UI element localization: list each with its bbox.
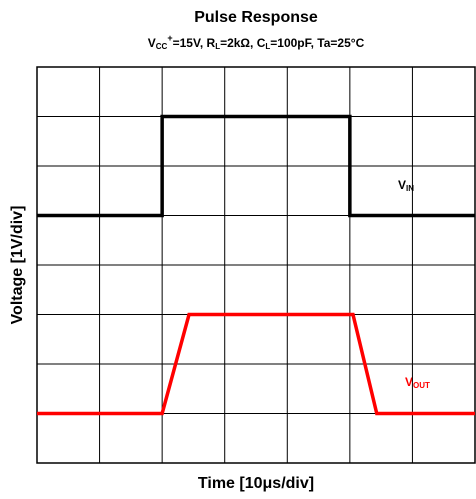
legend-part: V <box>398 178 406 192</box>
y-axis-label: Voltage [1V/div] <box>9 206 26 325</box>
legend-part: V <box>405 375 413 389</box>
subtitle-part: =2kΩ, C <box>220 36 266 50</box>
subtitle-part: =15V, R <box>173 36 216 50</box>
subtitle-part: V <box>148 36 156 50</box>
subtitle-part: =100pF, Ta=25°C <box>270 36 364 50</box>
subtitle-part: + <box>167 33 172 43</box>
series-line <box>37 312 475 416</box>
subtitle-part: L <box>265 42 270 51</box>
subtitle-part: CC <box>156 42 168 51</box>
plot-frame <box>36 66 476 464</box>
legend-part: OUT <box>413 381 430 390</box>
legend-label: VOUT <box>405 375 430 390</box>
legend-part: IN <box>406 184 414 193</box>
chart-subtitle: VCC+=15V, RL=2kΩ, CL=100pF, Ta=25°C <box>148 33 365 51</box>
subtitle-part: L <box>215 42 220 51</box>
x-axis-label: Time [10μs/div] <box>198 475 314 492</box>
series-line <box>37 114 475 218</box>
chart-title: Pulse Response <box>194 9 318 26</box>
legend-label: VIN <box>398 178 414 193</box>
